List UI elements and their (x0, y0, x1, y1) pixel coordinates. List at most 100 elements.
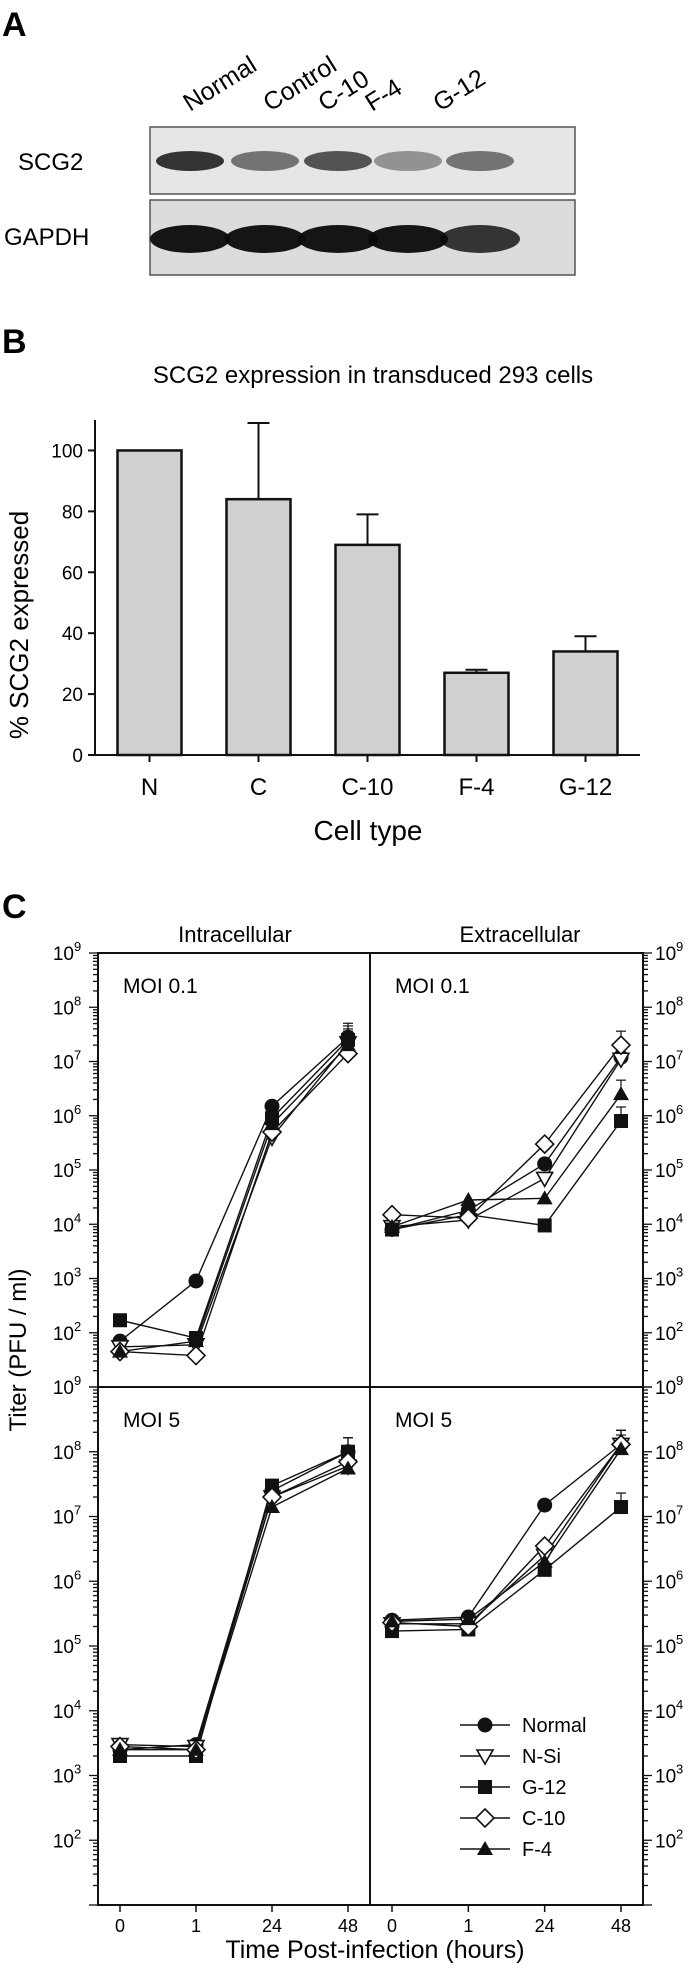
y-tick-exponent: 4 (676, 1210, 683, 1225)
marker-c10 (185, 1345, 207, 1366)
moi-label: MOI 0.1 (123, 975, 198, 998)
moi-label: MOI 5 (123, 1409, 180, 1432)
series-line (119, 1451, 349, 1751)
marker-g12 (614, 1114, 628, 1129)
marker-f4 (264, 1499, 280, 1514)
series-line (119, 1039, 349, 1339)
y-tick-label: 10 (655, 1508, 676, 1529)
bar-category-label: C-10 (341, 774, 393, 801)
gapdh-band (150, 225, 230, 253)
y-tick-exponent: 7 (676, 1048, 683, 1063)
marker-f4 (536, 1553, 553, 1568)
bar-category-label: F-4 (459, 774, 495, 801)
bar-chart-ylabel: % SCG2 expressed (4, 511, 34, 739)
series-line (391, 1506, 622, 1632)
legend: Normal N-Si G-12 C-10 F-4 (460, 1715, 586, 1861)
marker-f4 (112, 1741, 128, 1756)
x-tick-label: 24 (262, 1916, 282, 1936)
bar-y-tick-label: 40 (62, 624, 83, 645)
y-tick-label: 10 (53, 1215, 74, 1236)
bar-category-label: C (250, 774, 267, 801)
scg2-band (231, 151, 299, 171)
gapdh-band (368, 225, 448, 253)
x-tick-label: 24 (535, 1916, 555, 1936)
y-tick-exponent: 4 (676, 1697, 683, 1712)
y-tick-exponent: 3 (676, 1265, 683, 1280)
y-tick-label: 10 (655, 1270, 676, 1291)
marker-f4 (112, 1343, 128, 1358)
marker-f4 (477, 1841, 493, 1855)
blot-bands (150, 151, 520, 253)
y-tick-label: 10 (655, 1767, 676, 1788)
y-tick-exponent: 9 (676, 939, 683, 954)
y-tick-exponent: 5 (676, 1156, 683, 1171)
marker-f4 (613, 1441, 629, 1456)
bar-y-tick-label: 0 (72, 746, 83, 767)
bar (116, 449, 183, 757)
panel-b-letter: B (2, 323, 27, 361)
scg2-band (304, 151, 372, 171)
y-tick-exponent: 9 (74, 939, 81, 954)
y-tick-label: 10 (655, 1053, 676, 1074)
y-tick-label: 10 (53, 1443, 74, 1464)
marker-g12 (537, 1218, 552, 1233)
series-line (119, 1044, 349, 1353)
series-line (119, 1053, 349, 1357)
legend-label: G-12 (522, 1777, 566, 1799)
marker-c10 (610, 1035, 632, 1056)
bar (334, 543, 401, 757)
bar-chart-xlabel: Cell type (314, 815, 423, 846)
y-tick-exponent: 6 (676, 1567, 683, 1582)
y-tick-label: 10 (53, 1572, 74, 1593)
legend-label: F-4 (522, 1839, 552, 1861)
series-line (391, 1093, 622, 1228)
scg2-band (374, 151, 442, 171)
marker-g12 (478, 1780, 492, 1794)
series-line (120, 1451, 349, 1757)
panel-c-letter: C (2, 888, 27, 926)
marker-c10 (474, 1807, 496, 1829)
series-line (391, 1448, 622, 1623)
marker-f4 (460, 1611, 477, 1626)
series-line (391, 1443, 622, 1621)
marker-normal (188, 1273, 204, 1289)
x-tick-label: 1 (191, 1916, 201, 1936)
y-tick-label: 10 (53, 1508, 74, 1529)
marker-normal (264, 1098, 280, 1114)
y-tick-label: 10 (53, 1107, 74, 1128)
bar-chart: 0 20 40 60 80 100 N C C-10 F-4 G-12 (51, 420, 640, 801)
y-tick-exponent: 8 (74, 1438, 81, 1453)
y-tick-label: 10 (53, 1637, 74, 1658)
titer-ylabel: Titer (PFU / ml) (5, 1268, 32, 1431)
time-xlabel: Time Post-infection (hours) (225, 1936, 524, 1964)
marker-nsi (535, 1171, 555, 1189)
bar-chart-title: SCG2 expression in transduced 293 cells (153, 362, 593, 389)
bar (225, 497, 292, 757)
y-tick-label: 10 (655, 1443, 676, 1464)
y-tick-exponent: 8 (676, 1438, 683, 1453)
marker-f4 (264, 1116, 280, 1131)
bar-y-tick-label: 80 (62, 502, 83, 523)
marker-f4 (188, 1741, 204, 1756)
series-line (391, 1056, 622, 1231)
bar-category-label: N (141, 774, 158, 801)
panel-c: C Intracellular Extracellular Titer (PFU… (2, 888, 683, 1964)
scg2-band (446, 151, 514, 171)
y-tick-label: 10 (655, 1161, 676, 1182)
y-tick-exponent: 8 (74, 993, 81, 1008)
extracellular-title: Extracellular (459, 922, 580, 947)
y-tick-label: 10 (655, 1702, 676, 1723)
y-tick-label: 10 (53, 1324, 74, 1345)
y-tick-label: 10 (53, 998, 74, 1019)
bar-y-tick-label: 20 (62, 685, 83, 706)
y-tick-label: 10 (655, 1324, 676, 1345)
lane-label: Normal (178, 51, 261, 117)
marker-g12 (614, 1500, 628, 1515)
y-tick-label: 10 (655, 1107, 676, 1128)
x-tick-label: 48 (611, 1916, 631, 1936)
series-line (391, 1443, 622, 1628)
x-tick-label: 48 (338, 1916, 358, 1936)
